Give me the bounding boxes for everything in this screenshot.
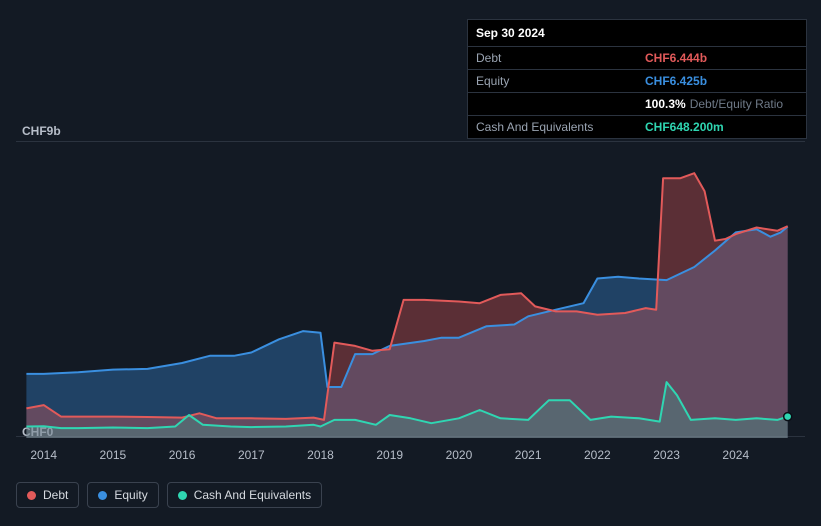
legend-item-cash[interactable]: Cash And Equivalents [167, 482, 322, 508]
tooltip-row-debt: Debt CHF6.444b [468, 47, 806, 70]
x-tick-label: 2019 [376, 448, 403, 462]
legend-label: Cash And Equivalents [194, 488, 311, 502]
x-tick-label: 2022 [584, 448, 611, 462]
y-axis-max-label: CHF9b [22, 124, 61, 138]
tooltip-date: Sep 30 2024 [468, 20, 806, 47]
tooltip-table: Debt CHF6.444b Equity CHF6.425b 100.3%De… [468, 47, 806, 138]
legend-dot [27, 491, 36, 500]
legend-dot [178, 491, 187, 500]
chart-plot-area[interactable] [16, 141, 805, 437]
data-tooltip: Sep 30 2024 Debt CHF6.444b Equity CHF6.4… [467, 19, 807, 139]
tooltip-row-ratio: 100.3%Debt/Equity Ratio [468, 93, 806, 116]
tooltip-label: Cash And Equivalents [468, 116, 637, 139]
x-tick-label: 2023 [653, 448, 680, 462]
x-tick-label: 2021 [515, 448, 542, 462]
legend-item-debt[interactable]: Debt [16, 482, 79, 508]
x-tick-label: 2014 [30, 448, 57, 462]
legend-dot [98, 491, 107, 500]
tooltip-label [468, 93, 637, 116]
legend-item-equity[interactable]: Equity [87, 482, 158, 508]
tooltip-label: Equity [468, 70, 637, 93]
x-axis-ticks: 2014 2015 2016 2017 2018 2019 2020 2021 2022 2023… [16, 448, 805, 468]
chart-container: Sep 30 2024 Debt CHF6.444b Equity CHF6.4… [0, 0, 821, 526]
tooltip-value: CHF6.425b [637, 70, 806, 93]
x-tick-label: 2016 [169, 448, 196, 462]
x-tick-label: 2020 [446, 448, 473, 462]
x-tick-label: 2024 [722, 448, 749, 462]
legend-label: Debt [43, 488, 68, 502]
tooltip-value: CHF6.444b [637, 47, 806, 70]
tooltip-value: CHF648.200m [637, 116, 806, 139]
x-tick-label: 2017 [238, 448, 265, 462]
tooltip-value: 100.3%Debt/Equity Ratio [637, 93, 806, 116]
tooltip-label: Debt [468, 47, 637, 70]
legend-label: Equity [114, 488, 147, 502]
x-tick-label: 2015 [100, 448, 127, 462]
legend: Debt Equity Cash And Equivalents [16, 482, 322, 508]
tooltip-row-equity: Equity CHF6.425b [468, 70, 806, 93]
x-tick-label: 2018 [307, 448, 334, 462]
chart-svg [16, 142, 805, 438]
tooltip-row-cash: Cash And Equivalents CHF648.200m [468, 116, 806, 139]
